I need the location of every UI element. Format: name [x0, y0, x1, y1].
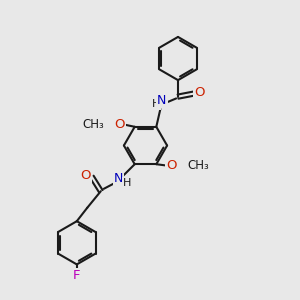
Text: N: N	[157, 94, 167, 107]
Text: O: O	[115, 118, 125, 131]
Text: N: N	[113, 172, 123, 185]
Text: H: H	[122, 178, 131, 188]
Text: O: O	[166, 159, 176, 172]
Text: O: O	[80, 169, 91, 182]
Text: O: O	[194, 85, 205, 99]
Text: F: F	[73, 269, 80, 282]
Text: H: H	[152, 99, 160, 110]
Text: CH₃: CH₃	[187, 159, 209, 172]
Text: CH₃: CH₃	[82, 118, 104, 131]
